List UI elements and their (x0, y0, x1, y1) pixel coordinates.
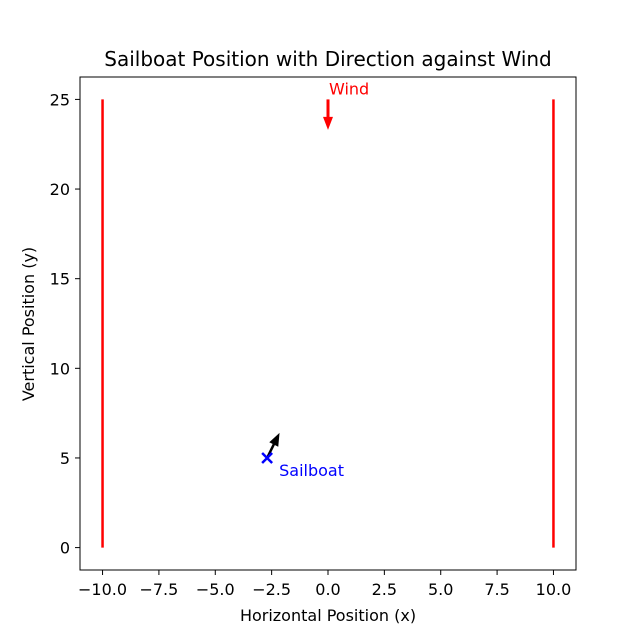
y-tick-label: 10 (50, 359, 70, 378)
y-tick-label: 20 (50, 180, 70, 199)
x-tick-label: 7.5 (484, 580, 509, 599)
x-tick-label: 0.0 (315, 580, 340, 599)
x-tick-label: −7.5 (139, 580, 178, 599)
sailboat-marker (261, 452, 274, 464)
sailboat-label: Sailboat (279, 461, 344, 480)
x-tick-label: 10.0 (536, 580, 572, 599)
y-axis: 0 5 10 15 20 25 (50, 90, 80, 558)
y-tick-label: 15 (50, 270, 70, 289)
heading-arrow-head (269, 432, 280, 447)
x-tick-label: −2.5 (252, 580, 291, 599)
chart-title: Sailboat Position with Direction against… (104, 47, 552, 71)
wind-label: Wind (329, 79, 369, 98)
plot-frame (79, 76, 577, 571)
x-tick-label: 5.0 (428, 580, 453, 599)
y-tick-label: 25 (50, 90, 70, 109)
plot-area (79, 76, 577, 571)
x-axis: −10.0 −7.5 −5.0 −2.5 0.0 2.5 5.0 7.5 10.0 (78, 570, 571, 599)
y-tick-label: 0 (60, 539, 70, 558)
wind-arrow-head (323, 116, 333, 130)
y-tick-label: 5 (60, 449, 70, 468)
x-tick-label: −5.0 (196, 580, 235, 599)
y-axis-label: Vertical Position (y) (19, 247, 38, 401)
chart-marks: Wind Sailboat (101, 79, 555, 548)
x-tick-label: −10.0 (78, 580, 127, 599)
x-axis-label: Horizontal Position (x) (240, 606, 416, 625)
x-tick-label: 2.5 (372, 580, 397, 599)
